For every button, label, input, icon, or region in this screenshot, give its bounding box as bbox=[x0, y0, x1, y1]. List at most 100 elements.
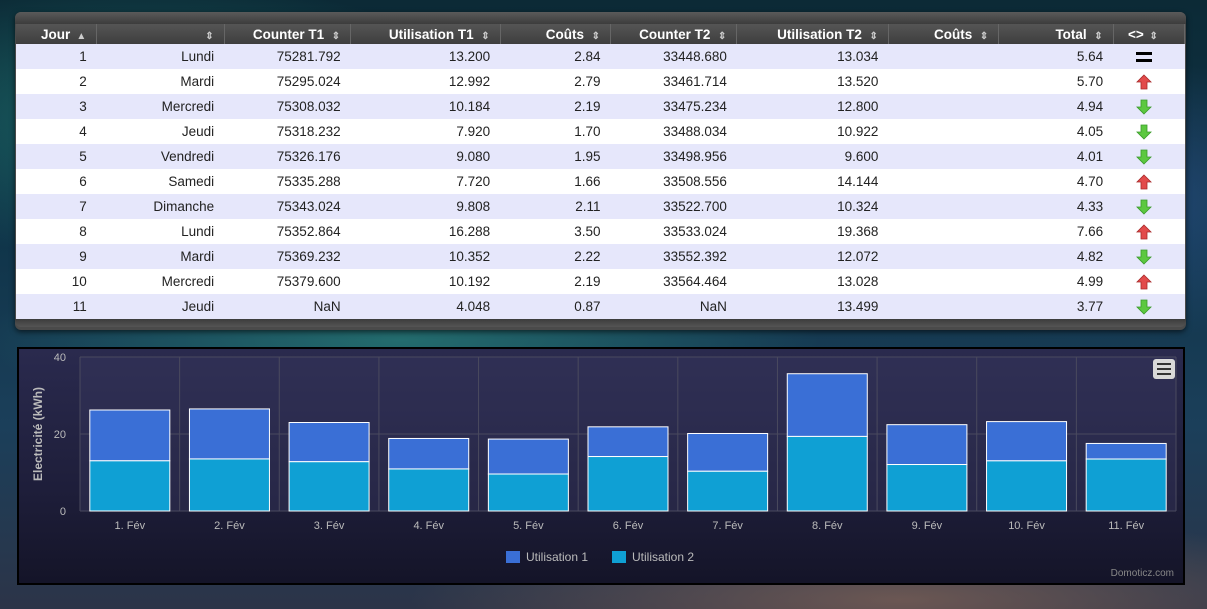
table-row: 2 Mardi 75295.024 12.992 2.79 33461.714 13.520… bbox=[16, 69, 1185, 94]
table-cell-total: 4.05 bbox=[998, 119, 1114, 144]
col-header-counter-t2[interactable]: Counter T2 ⇕ bbox=[610, 24, 738, 44]
table-cell-ct1: 75318.232 bbox=[224, 119, 351, 144]
table-cell-total: 4.33 bbox=[998, 194, 1114, 219]
bar-utilisation-2[interactable] bbox=[986, 460, 1068, 512]
table-cell-jour: 9 bbox=[16, 244, 97, 269]
table-cell-cout1: 2.79 bbox=[500, 69, 611, 94]
legend-swatch-utilisation-2[interactable] bbox=[612, 551, 626, 563]
table-cell-ut2: 12.072 bbox=[736, 244, 889, 269]
table-cell-cout1: 3.50 bbox=[500, 219, 611, 244]
table-cell-ut1: 16.288 bbox=[350, 219, 501, 244]
bar-utilisation-2[interactable] bbox=[487, 473, 569, 512]
table-cell-ut1: 10.184 bbox=[350, 94, 501, 119]
bar-utilisation-2[interactable] bbox=[388, 468, 470, 512]
arrow-down-icon bbox=[1135, 149, 1152, 165]
col-header-day[interactable]: ⇕ bbox=[96, 24, 225, 44]
table-row: 1 Lundi 75281.792 13.200 2.84 33448.680 13.034… bbox=[16, 44, 1185, 69]
table-cell-trend bbox=[1113, 69, 1185, 94]
arrow-down-icon bbox=[1135, 199, 1152, 215]
legend-label-utilisation-1[interactable]: Utilisation 1 bbox=[526, 550, 588, 564]
bar-utilisation-1[interactable] bbox=[487, 438, 569, 475]
table-cell-jour: 11 bbox=[16, 294, 97, 319]
data-table-panel: Jour ▲ ⇕ Counter T1 ⇕ Utilisation T1 ⇕ Coût… bbox=[15, 12, 1186, 330]
table-cell-ut2: 13.034 bbox=[736, 44, 889, 69]
table-row: 6 Samedi 75335.288 7.720 1.66 33508.556 14.144… bbox=[16, 169, 1185, 194]
table-cell-jour: 1 bbox=[16, 44, 97, 69]
table-cell-total: 4.70 bbox=[998, 169, 1114, 194]
table-cell-trend bbox=[1113, 119, 1185, 144]
sort-both-icon: ⇕ bbox=[205, 30, 214, 42]
bar-utilisation-2[interactable] bbox=[1085, 458, 1167, 512]
bar-utilisation-1[interactable] bbox=[388, 437, 470, 470]
table-cell-ut1: 9.808 bbox=[350, 194, 501, 219]
table-cell-ct2: 33522.700 bbox=[610, 194, 737, 219]
arrow-up-icon bbox=[1135, 224, 1152, 240]
table-cell-ct2: 33498.956 bbox=[610, 144, 737, 169]
table-row: 5 Vendredi 75326.176 9.080 1.95 33498.956 9.60… bbox=[16, 144, 1185, 169]
arrow-down-icon bbox=[1135, 249, 1152, 265]
table-cell-jour: 8 bbox=[16, 219, 97, 244]
bar-utilisation-2[interactable] bbox=[89, 460, 171, 512]
bar-utilisation-1[interactable] bbox=[1085, 442, 1167, 460]
x-tick-label: 3. Fév bbox=[314, 520, 345, 532]
sort-both-icon: ⇕ bbox=[331, 30, 341, 42]
table-cell-day: Jeudi bbox=[96, 119, 225, 144]
col-header-couts-2[interactable]: Coûts ⇕ bbox=[888, 24, 1000, 44]
table-cell-ct1: 75281.792 bbox=[224, 44, 351, 69]
bar-utilisation-2[interactable] bbox=[786, 435, 868, 512]
x-tick-label: 7. Fév bbox=[712, 520, 743, 532]
bar-utilisation-1[interactable] bbox=[986, 421, 1068, 462]
table-cell-ut2: 13.520 bbox=[736, 69, 889, 94]
bar-utilisation-1[interactable] bbox=[886, 424, 968, 466]
bar-utilisation-1[interactable] bbox=[288, 422, 370, 463]
table-cell-cout1: 2.22 bbox=[500, 244, 611, 269]
sort-both-icon: ⇕ bbox=[718, 30, 727, 42]
y-tick-label: 20 bbox=[54, 429, 66, 441]
sort-both-icon: ⇕ bbox=[1149, 30, 1158, 42]
x-tick-label: 11. Fév bbox=[1108, 520, 1144, 532]
bar-utilisation-1[interactable] bbox=[188, 408, 270, 460]
table-cell-ut1: 13.200 bbox=[350, 44, 501, 69]
legend-label-utilisation-2[interactable]: Utilisation 2 bbox=[632, 550, 694, 564]
x-tick-label: 9. Fév bbox=[912, 520, 943, 532]
col-header-trend[interactable]: <> ⇕ bbox=[1113, 24, 1186, 44]
table-cell-ct2: 33448.680 bbox=[610, 44, 737, 69]
chart-credit[interactable]: Domoticz.com bbox=[1110, 568, 1174, 579]
table-cell-cout1: 1.70 bbox=[500, 119, 611, 144]
table-cell-ut2: 14.144 bbox=[736, 169, 889, 194]
bar-utilisation-1[interactable] bbox=[786, 373, 868, 437]
bar-utilisation-2[interactable] bbox=[687, 470, 769, 512]
table-cell-ct1: 75369.232 bbox=[224, 244, 351, 269]
col-header-utilisation-t2[interactable]: Utilisation T2 ⇕ bbox=[736, 24, 889, 44]
table-cell-cout1: 2.84 bbox=[500, 44, 611, 69]
table-cell-ut2: 12.800 bbox=[736, 94, 889, 119]
table-cell-day: Mardi bbox=[96, 244, 225, 269]
table-cell-trend bbox=[1113, 244, 1185, 269]
equal-icon bbox=[1135, 52, 1152, 63]
col-header-utilisation-t1[interactable]: Utilisation T1 ⇕ bbox=[350, 24, 501, 44]
bar-utilisation-1[interactable] bbox=[89, 409, 171, 462]
bar-utilisation-2[interactable] bbox=[587, 456, 669, 512]
table-cell-trend bbox=[1113, 94, 1185, 119]
table-cell-jour: 3 bbox=[16, 94, 97, 119]
chart-menu-button[interactable] bbox=[1153, 359, 1175, 379]
table-cell-ut1: 12.992 bbox=[350, 69, 501, 94]
sort-both-icon: ⇕ bbox=[1094, 30, 1103, 42]
table-cell-cout2 bbox=[888, 69, 999, 94]
table-cell-ut1: 10.192 bbox=[350, 269, 501, 294]
legend-swatch-utilisation-1[interactable] bbox=[506, 551, 520, 563]
bar-utilisation-1[interactable] bbox=[587, 426, 669, 458]
col-header-couts-1[interactable]: Coûts ⇕ bbox=[500, 24, 611, 44]
col-header-counter-t1[interactable]: Counter T1 ⇕ bbox=[224, 24, 352, 44]
bar-utilisation-2[interactable] bbox=[288, 461, 370, 512]
table-cell-jour: 5 bbox=[16, 144, 97, 169]
sort-both-icon: ⇕ bbox=[869, 30, 878, 42]
bar-utilisation-2[interactable] bbox=[188, 458, 270, 512]
table-cell-trend bbox=[1113, 144, 1185, 169]
table-cell-day: Lundi bbox=[96, 219, 225, 244]
col-header-jour[interactable]: Jour ▲ bbox=[16, 24, 98, 44]
bar-utilisation-1[interactable] bbox=[687, 432, 769, 472]
col-header-total[interactable]: Total ⇕ bbox=[998, 24, 1114, 44]
table-cell-ut1: 7.920 bbox=[350, 119, 501, 144]
bar-utilisation-2[interactable] bbox=[886, 464, 968, 512]
